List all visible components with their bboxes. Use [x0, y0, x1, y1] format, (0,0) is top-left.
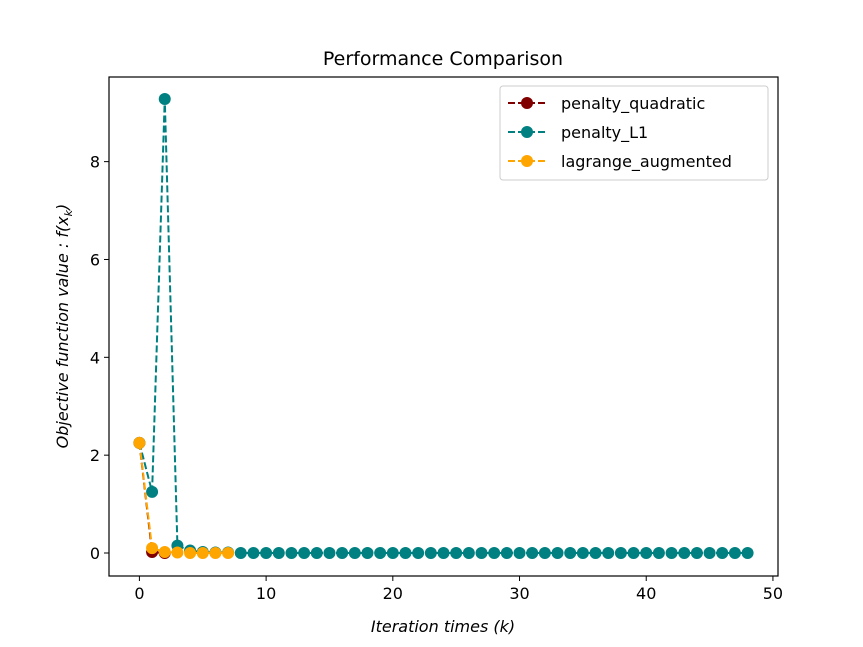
legend-label: lagrange_augmented	[561, 152, 732, 172]
data-point	[424, 547, 437, 560]
data-point	[627, 547, 640, 560]
data-point	[526, 547, 539, 560]
series-layer	[133, 93, 754, 560]
data-point	[146, 542, 159, 555]
y-axis-label: Objective function value : f(xk)	[53, 204, 75, 449]
y-tick-label: 4	[90, 348, 100, 367]
data-point	[171, 546, 184, 559]
data-point	[336, 547, 349, 560]
data-point	[576, 547, 589, 560]
data-point	[475, 547, 488, 560]
data-point	[500, 547, 513, 560]
data-point	[272, 547, 285, 560]
legend-entry: penalty_L1	[508, 123, 648, 143]
data-point	[412, 547, 425, 560]
data-point	[564, 547, 577, 560]
x-axis: 0 10 20 30 40 50	[134, 576, 783, 603]
data-point	[678, 547, 691, 560]
y-axis: 0 2 4 6 8	[90, 153, 109, 563]
data-point	[614, 547, 627, 560]
series-penalty_L1	[133, 93, 754, 560]
plot-area	[133, 93, 754, 560]
plot-frame	[108, 76, 779, 577]
data-point	[665, 547, 678, 560]
legend-entry: penalty_quadratic	[508, 94, 705, 114]
data-point	[209, 547, 222, 560]
data-point	[488, 547, 501, 560]
data-point	[589, 547, 602, 560]
data-point	[158, 93, 171, 106]
data-point	[640, 547, 653, 560]
legend-marker	[521, 97, 533, 109]
chart-title: Performance Comparison	[323, 48, 563, 70]
data-point	[146, 485, 159, 498]
data-point	[386, 547, 399, 560]
data-point	[716, 547, 729, 560]
x-tick-label: 40	[636, 584, 656, 603]
legend-box	[499, 85, 769, 181]
x-tick-label: 0	[134, 584, 144, 603]
data-point	[260, 547, 273, 560]
data-point	[196, 547, 209, 560]
y-tick-label: 6	[90, 250, 100, 269]
data-point	[690, 547, 703, 560]
data-point	[184, 547, 197, 560]
data-point	[437, 547, 450, 560]
x-tick-label: 20	[383, 584, 403, 603]
legend: penalty_quadratic penalty_L1 lagrange_augm…	[499, 85, 769, 181]
y-tick-label: 8	[90, 153, 100, 172]
data-point	[741, 547, 754, 560]
data-point	[602, 547, 615, 560]
data-point	[462, 547, 475, 560]
data-point	[728, 547, 741, 560]
data-point	[374, 547, 387, 560]
legend-marker	[521, 155, 533, 167]
x-axis-label: Iteration times (k)	[371, 617, 515, 636]
data-point	[285, 547, 298, 560]
data-point	[133, 436, 146, 449]
data-point	[399, 547, 412, 560]
x-tick-label: 30	[509, 584, 529, 603]
y-tick-label: 0	[90, 544, 100, 563]
data-point	[348, 547, 361, 560]
legend-marker	[521, 126, 533, 138]
data-point	[234, 547, 247, 560]
data-point	[361, 547, 374, 560]
data-point	[703, 547, 716, 560]
data-point	[652, 547, 665, 560]
y-tick-label: 2	[90, 446, 100, 465]
data-point	[158, 546, 171, 559]
data-point	[551, 547, 564, 560]
legend-label: penalty_quadratic	[561, 94, 705, 114]
data-point	[247, 547, 260, 560]
data-point	[513, 547, 526, 560]
data-point	[298, 547, 311, 560]
data-point	[222, 547, 235, 560]
data-point	[323, 547, 336, 560]
series-lagrange_augmented	[133, 436, 235, 560]
legend-label: penalty_L1	[561, 123, 648, 143]
x-tick-label: 50	[763, 584, 783, 603]
x-tick-label: 10	[256, 584, 276, 603]
legend-entry: lagrange_augmented	[508, 152, 732, 172]
data-point	[538, 547, 551, 560]
data-point	[310, 547, 323, 560]
data-point	[450, 547, 463, 560]
